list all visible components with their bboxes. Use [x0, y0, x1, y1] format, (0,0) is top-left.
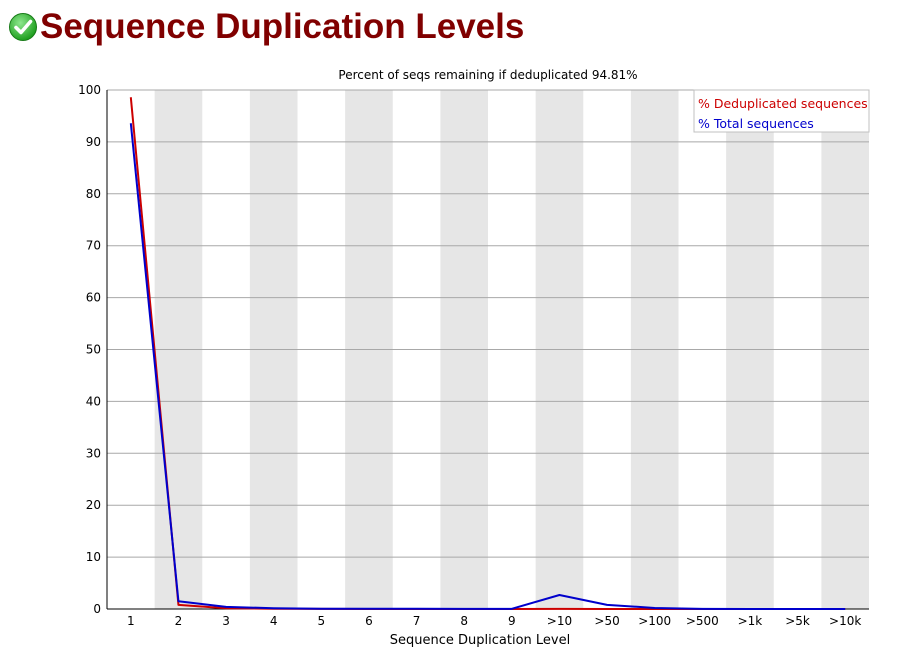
x-tick-label: 1 — [127, 614, 135, 628]
legend: % Deduplicated sequences % Total sequence… — [693, 89, 870, 133]
y-tick-label: 0 — [93, 602, 101, 616]
y-tick-label: 30 — [86, 446, 101, 460]
y-tick-label: 40 — [86, 394, 101, 408]
x-tick-label: 9 — [508, 614, 516, 628]
y-tick-label: 60 — [86, 291, 101, 305]
page-header: Sequence Duplication Levels — [8, 4, 524, 50]
y-tick-label: 50 — [86, 343, 101, 357]
check-circle-icon — [9, 13, 37, 41]
y-tick-label: 10 — [86, 550, 101, 564]
x-tick-label: 8 — [460, 614, 468, 628]
y-tick-label: 70 — [86, 239, 101, 253]
legend-entry: % Total sequences — [698, 116, 814, 131]
x-tick-label: 5 — [317, 614, 325, 628]
series-line-1 — [129, 123, 846, 610]
y-tick-label: 80 — [86, 187, 101, 201]
x-tick-label: >1k — [738, 614, 763, 628]
y-tick-label: 20 — [86, 498, 101, 512]
y-tick-label: 100 — [78, 83, 101, 97]
x-tick-label: >50 — [594, 614, 619, 628]
x-tick-label: >10k — [829, 614, 861, 628]
x-tick-label: 7 — [413, 614, 421, 628]
legend-entry: % Deduplicated sequences — [698, 96, 868, 111]
x-tick-labels: 1 2 3 4 5 6 7 8 9 >10 >50 >100 >500 >1k >5k >10k — [127, 614, 861, 628]
y-tick-labels: 0 10 20 30 40 50 60 70 80 90 100 — [78, 83, 101, 616]
x-tick-label: >10 — [547, 614, 572, 628]
x-tick-label: >100 — [638, 614, 671, 628]
page-title: Sequence Duplication Levels — [40, 7, 525, 46]
x-axis-label: Sequence Duplication Level — [390, 633, 570, 648]
duplication-chart: 0 10 20 30 40 50 60 70 80 90 100 1 2 3 4 5 6 7 8 9 >10 >50 >1… — [78, 68, 870, 648]
x-tick-label: >500 — [686, 614, 719, 628]
x-tick-label: 2 — [175, 614, 183, 628]
y-tick-label: 90 — [86, 135, 101, 149]
chart-subtitle: Percent of seqs remaining if deduplicate… — [338, 68, 637, 82]
x-tick-label: 3 — [222, 614, 230, 628]
legend-box — [693, 89, 870, 133]
x-tick-label: 6 — [365, 614, 373, 628]
x-tick-label: 4 — [270, 614, 278, 628]
series-lines — [129, 97, 846, 610]
x-tick-label: >5k — [785, 614, 810, 628]
